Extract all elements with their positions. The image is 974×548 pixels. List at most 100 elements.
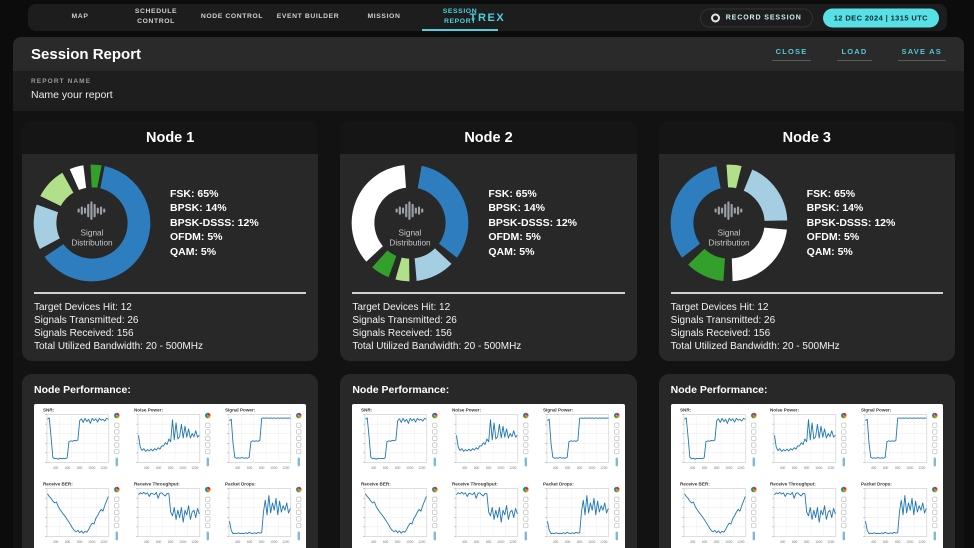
modebar-tool-icon[interactable] — [841, 523, 847, 529]
modebar-tool-icon[interactable] — [523, 435, 529, 441]
modebar-scroll-handle[interactable] — [843, 457, 846, 467]
report-name-input[interactable] — [31, 89, 451, 101]
modebar-scroll-handle[interactable] — [115, 531, 118, 541]
mini-chart-receive-throughput[interactable]: Receive Throughput: 400 600 800 1000 1200 — [761, 478, 853, 548]
modebar-tool-icon[interactable] — [114, 449, 120, 455]
modebar-tool-icon[interactable] — [841, 496, 847, 502]
modebar-tool-icon[interactable] — [114, 516, 120, 522]
mini-chart-noise-power[interactable]: Noise Power: 400 600 800 1000 1200 — [124, 404, 216, 478]
modebar-tool-icon[interactable] — [432, 442, 438, 448]
modebar-tool-icon[interactable] — [205, 442, 211, 448]
modebar-tool-icon[interactable] — [932, 422, 938, 428]
modebar-scroll-handle[interactable] — [752, 531, 755, 541]
tab-mission[interactable]: MISSION — [367, 12, 401, 20]
modebar-tool-icon[interactable] — [523, 449, 529, 455]
modebar-tool-icon[interactable] — [114, 496, 120, 502]
modebar-tool-icon[interactable] — [841, 422, 847, 428]
modebar-tool-icon[interactable] — [432, 503, 438, 509]
modebar-tool-icon[interactable] — [205, 523, 211, 529]
modebar-scroll-handle[interactable] — [206, 457, 209, 467]
modebar-tool-icon[interactable] — [295, 435, 301, 441]
load-button[interactable]: LOAD — [837, 47, 872, 61]
modebar-tool-icon[interactable] — [932, 523, 938, 529]
modebar-tool-icon[interactable] — [205, 509, 211, 515]
modebar-tool-icon[interactable] — [841, 435, 847, 441]
modebar-tool-icon[interactable] — [614, 496, 620, 502]
mini-chart-receive-throughput[interactable]: Receive Throughput: 400 600 800 1000 1200 — [443, 478, 534, 548]
modebar-tool-icon[interactable] — [932, 442, 938, 448]
plotly-modebar[interactable] — [523, 486, 529, 541]
modebar-scroll-handle[interactable] — [752, 457, 755, 467]
modebar-tool-icon[interactable] — [614, 435, 620, 441]
modebar-tool-icon[interactable] — [614, 422, 620, 428]
mini-chart-receive-ber[interactable]: Receive BER: 400 600 800 1000 1200 — [670, 478, 762, 548]
modebar-tool-icon[interactable] — [932, 509, 938, 515]
mini-chart-noise-power[interactable]: Noise Power: 400 600 800 1000 1200 — [443, 404, 534, 478]
mini-chart-signal-power[interactable]: Signal Power: 400 600 800 1000 1200 — [852, 404, 943, 478]
modebar-tool-icon[interactable] — [523, 516, 529, 522]
modebar-tool-icon[interactable] — [432, 435, 438, 441]
modebar-tool-icon[interactable] — [932, 503, 938, 509]
modebar-tool-icon[interactable] — [114, 509, 120, 515]
mini-chart-snr[interactable]: SNR: 400 600 800 1000 1200 — [34, 404, 125, 478]
modebar-tool-icon[interactable] — [523, 503, 529, 509]
modebar-tool-icon[interactable] — [750, 422, 756, 428]
plotly-modebar[interactable] — [204, 486, 211, 541]
plotly-modebar[interactable] — [204, 412, 211, 467]
modebar-tool-icon[interactable] — [205, 429, 211, 435]
modebar-tool-icon[interactable] — [205, 516, 211, 522]
modebar-tool-icon[interactable] — [523, 509, 529, 515]
modebar-tool-icon[interactable] — [523, 523, 529, 529]
tab-event-builder[interactable]: EVENT BUILDER — [276, 12, 340, 20]
plotly-modebar[interactable] — [841, 412, 848, 467]
plotly-modebar[interactable] — [750, 486, 757, 541]
record-session-button[interactable]: RECORD SESSION — [699, 8, 813, 27]
modebar-tool-icon[interactable] — [114, 422, 120, 428]
modebar-tool-icon[interactable] — [614, 509, 620, 515]
modebar-tool-icon[interactable] — [932, 429, 938, 435]
modebar-tool-icon[interactable] — [750, 516, 756, 522]
modebar-tool-icon[interactable] — [114, 429, 120, 435]
plotly-modebar[interactable] — [295, 486, 302, 541]
modebar-scroll-handle[interactable] — [115, 457, 118, 467]
modebar-tool-icon[interactable] — [295, 516, 301, 522]
timestamp-pill[interactable]: 12 DEC 2024 | 1315 UTC — [822, 8, 939, 27]
modebar-tool-icon[interactable] — [841, 429, 847, 435]
modebar-tool-icon[interactable] — [295, 496, 301, 502]
mini-chart-signal-power[interactable]: Signal Power: 400 600 800 1000 1200 — [533, 404, 625, 478]
modebar-tool-icon[interactable] — [750, 503, 756, 509]
tab-schedule-control[interactable]: SCHEDULE CONTROL — [134, 8, 178, 25]
plotly-modebar[interactable] — [750, 412, 757, 467]
modebar-tool-icon[interactable] — [432, 422, 438, 428]
mini-chart-packet-drops[interactable]: Packet Drops: 400 600 800 1000 1200 — [215, 478, 307, 548]
modebar-tool-icon[interactable] — [432, 429, 438, 435]
modebar-tool-icon[interactable] — [614, 516, 620, 522]
modebar-tool-icon[interactable] — [295, 509, 301, 515]
modebar-tool-icon[interactable] — [750, 496, 756, 502]
modebar-tool-icon[interactable] — [295, 449, 301, 455]
plotly-modebar[interactable] — [432, 486, 438, 541]
modebar-tool-icon[interactable] — [750, 429, 756, 435]
modebar-tool-icon[interactable] — [750, 449, 756, 455]
modebar-tool-icon[interactable] — [841, 503, 847, 509]
modebar-tool-icon[interactable] — [750, 509, 756, 515]
modebar-tool-icon[interactable] — [614, 429, 620, 435]
plotly-modebar[interactable] — [932, 412, 938, 467]
modebar-tool-icon[interactable] — [614, 442, 620, 448]
modebar-scroll-handle[interactable] — [297, 457, 300, 467]
modebar-tool-icon[interactable] — [750, 442, 756, 448]
modebar-scroll-handle[interactable] — [933, 457, 937, 467]
modebar-tool-icon[interactable] — [114, 442, 120, 448]
modebar-tool-icon[interactable] — [841, 516, 847, 522]
plotly-modebar[interactable] — [295, 412, 302, 467]
modebar-scroll-handle[interactable] — [524, 457, 528, 467]
plotly-modebar[interactable] — [113, 486, 120, 541]
modebar-tool-icon[interactable] — [614, 449, 620, 455]
modebar-tool-icon[interactable] — [523, 422, 529, 428]
modebar-scroll-handle[interactable] — [524, 531, 528, 541]
close-button[interactable]: CLOSE — [771, 47, 812, 61]
modebar-tool-icon[interactable] — [932, 449, 938, 455]
plotly-modebar[interactable] — [613, 412, 620, 467]
modebar-scroll-handle[interactable] — [843, 531, 846, 541]
tab-session-report[interactable]: SESSION REPORT — [422, 4, 498, 31]
